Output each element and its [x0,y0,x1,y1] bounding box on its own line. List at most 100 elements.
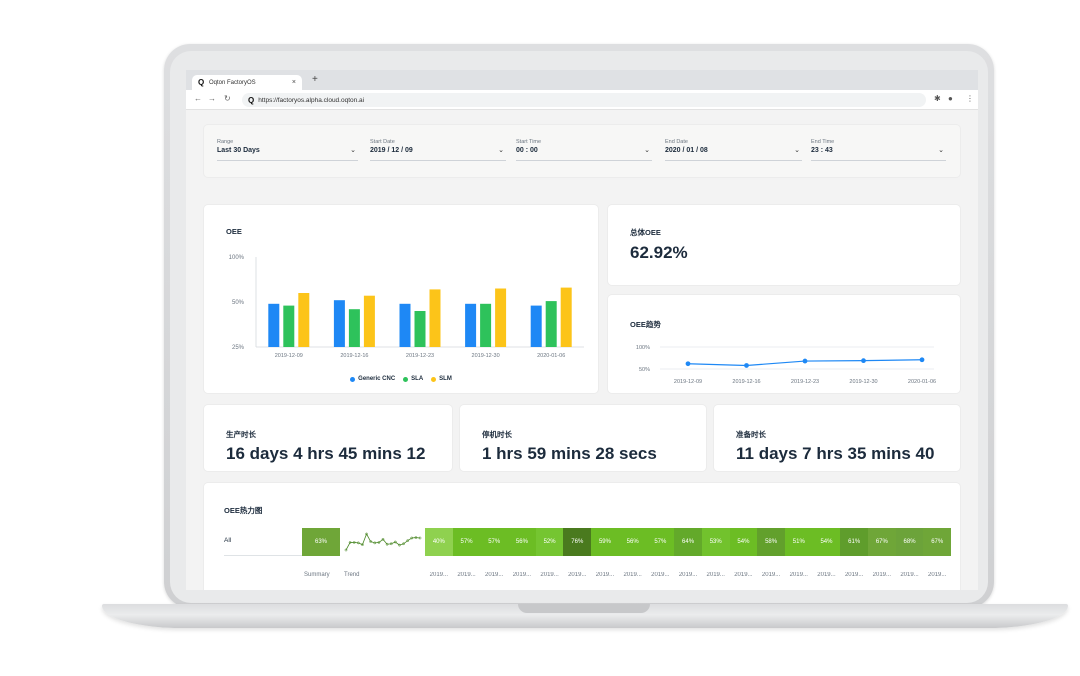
forward-icon[interactable]: → [208,94,216,103]
heatmap-cell[interactable]: 58% [757,528,785,556]
heatmap-cell[interactable]: 61% [840,528,868,556]
bar [480,303,492,347]
range-select[interactable]: Range Last 30 Days ⌄ [217,139,358,161]
end-date-select[interactable]: End Date 2020 / 01 / 08 ⌄ [665,139,802,161]
sparkline-point [352,541,356,544]
oee-bar-chart: 100% 50% 25% 2019-12-09 2019-12-16 2019-12-23… [229,255,584,359]
heatmap-cell[interactable]: 56% [618,528,647,556]
oee-trend-chart: 100% 50% 2019-12-09 2019-12-16 2019-12-23 201… [636,345,936,385]
heatmap-date-label: 2019... [761,572,781,578]
laptop-screen: Q Oqton FactoryOS × + ← → ↻ Q https://fa… [186,70,978,590]
heatmap-cell[interactable]: 54% [729,528,758,556]
heatmap-summary-cell[interactable]: 63% [302,528,340,556]
heatmap-cell[interactable]: 64% [674,528,702,556]
sparkline-point [377,541,381,544]
bar [465,303,477,347]
heatmap-cell[interactable]: 67% [923,528,952,556]
production-time-card: 生产时长 16 days 4 hrs 45 mins 12 [204,405,452,471]
trend-point [919,357,925,363]
bar [495,288,507,347]
oqton-logo-icon: Q [198,78,205,87]
reload-icon[interactable]: ↻ [224,94,231,103]
chart-legend: Generic CNC SLA SLM [204,376,598,382]
sparkline-point [389,542,393,546]
sparkline-point [361,543,364,547]
heatmap-cell[interactable]: 52% [535,528,564,556]
y-tick-label: 100% [229,255,245,261]
menu-icon[interactable]: ⋮ [966,94,974,103]
bar [283,305,295,347]
sparkline-point [402,542,405,546]
heatmap-cell[interactable]: 53% [701,528,730,556]
y-tick-label: 100% [636,345,650,351]
heatmap-row-label: All [224,537,232,544]
heatmap-cell[interactable]: 59% [591,528,619,556]
extensions-icon[interactable]: ✱ [934,94,941,103]
heatmap-date-label: 2019... [872,572,892,578]
heatmap-cell[interactable]: 40% [425,528,453,556]
new-tab-icon[interactable]: + [312,74,318,85]
tab-title: Oqton FactoryOS [209,79,256,86]
trend-point [685,361,691,367]
end-time-select[interactable]: End Time 23 : 43 ⌄ [811,139,946,161]
sparkline-point [406,539,410,543]
x-tick-label: 2019-12-16 [732,379,760,385]
oee-chart-card: OEE 100% 50% 25% 2019-12-09 2019-12-16 2019-1… [204,205,598,393]
heatmap-cell[interactable]: 67% [868,528,896,556]
chevron-down-icon: ⌄ [350,147,356,154]
oee-trend-title: OEE趋势 [630,320,661,329]
heatmap-date-label: 2019... [623,572,642,578]
heatmap-cell[interactable]: 54% [812,528,841,556]
downtime-title: 停机时长 [482,430,512,439]
heatmap-cell[interactable]: 57% [480,528,509,556]
trend-point [802,358,808,364]
dashboard-page: Range Last 30 Days ⌄ Start Date 2019 / 1… [186,111,978,590]
oee-heatmap-card: OEE热力图 All 63% 40% 57% 57% 56% 52% 76% 59% 56% 5… [204,483,960,590]
heatmap-date-label: 2019... [512,572,532,578]
site-icon: Q [248,95,255,105]
legend-dot-generic-cnc [350,376,356,382]
heatmap-date-label: 2019... [706,572,725,578]
heatmap-cell[interactable]: 56% [508,528,536,556]
trend-point [744,363,749,368]
total-oee-value: 62.92% [630,243,688,262]
total-oee-title: 总体OEE [630,228,661,237]
row-divider [224,555,304,556]
trend-point [861,358,866,364]
chevron-down-icon: ⌄ [794,147,800,154]
sparkline-point [348,541,352,544]
sparkline-point [418,536,422,540]
legend-dot-slm [431,376,437,382]
profile-icon[interactable]: ● [948,94,953,103]
bar [333,300,345,347]
setup-time-card: 准备时长 11 days 7 hrs 35 mins 40 [714,405,960,471]
start-time-select[interactable]: Start Time 00 : 00 ⌄ [516,139,652,161]
heatmap-cell[interactable]: 68% [895,528,924,556]
chevron-down-icon: ⌄ [938,147,944,154]
total-oee-card: 总体OEE 62.92% [608,205,960,285]
sparkline-point [373,541,377,545]
tab-close-icon[interactable]: × [291,79,296,86]
back-icon[interactable]: ← [194,94,202,103]
downtime-value: 1 hrs 59 mins 28 secs [482,444,657,463]
url-text: https://factoryos.alpha.cloud.oqton.ai [258,96,365,104]
sparkline-point [398,543,401,547]
heatmap-date-label: 2019... [485,572,504,578]
url-input[interactable]: Q https://factoryos.alpha.cloud.oqton.ai [242,93,926,107]
bar [399,303,411,347]
heatmap-date-label: 2019... [429,572,449,578]
sparkline-point [410,536,414,540]
heatmap-cell[interactable]: 57% [646,528,675,556]
heatmap-cell[interactable]: 76% [563,528,592,556]
start-date-select[interactable]: Start Date 2019 / 12 / 09 ⌄ [370,139,506,161]
heatmap-cell[interactable]: 57% [452,528,481,556]
chevron-down-icon: ⌄ [498,147,504,154]
browser-tab[interactable]: Q Oqton FactoryOS × [192,75,302,90]
sparkline-point [356,541,360,545]
x-tick-label: 2019-12-23 [406,353,434,359]
heatmap-date-label: 2019... [817,572,836,578]
filter-bar: Range Last 30 Days ⌄ Start Date 2019 / 1… [204,125,960,177]
heatmap-date-label: 2019... [844,572,864,578]
downtime-card: 停机时长 1 hrs 59 mins 28 secs [460,405,706,471]
heatmap-cell[interactable]: 51% [784,528,813,556]
